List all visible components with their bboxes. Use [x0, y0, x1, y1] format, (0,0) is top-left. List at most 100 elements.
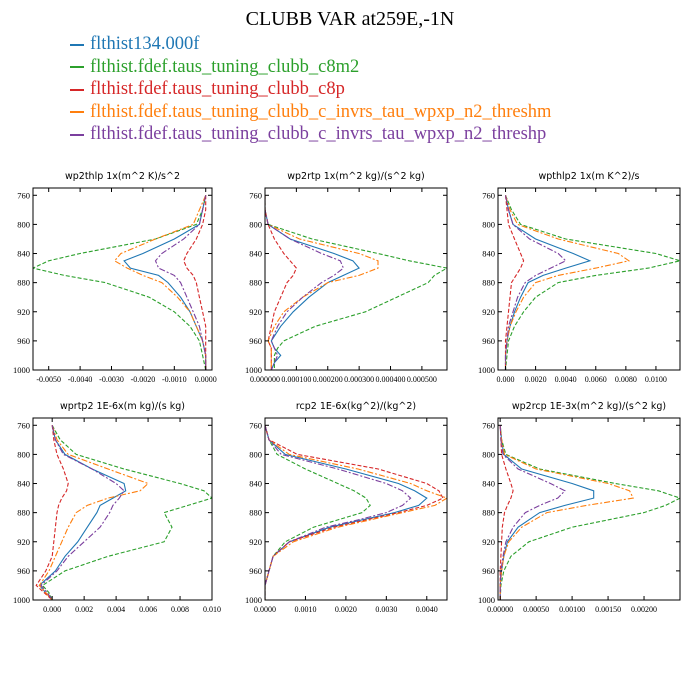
- x-tick-label: 0.0020: [525, 375, 547, 384]
- x-tick-label: 0.004: [107, 605, 125, 614]
- x-tick-label: 0.0100: [645, 375, 667, 384]
- x-tick-label: 0.00050: [523, 605, 549, 614]
- y-tick-label: 960: [482, 336, 495, 346]
- y-tick-label: 960: [482, 566, 495, 576]
- series-line: [113, 195, 207, 370]
- x-tick-label: 0.00200: [631, 605, 657, 614]
- y-tick-label: 1000: [13, 595, 30, 605]
- y-tick-label: 880: [17, 278, 30, 288]
- x-tick-label: 0.008: [171, 605, 189, 614]
- plot-frame: [32, 417, 213, 601]
- x-tick-label: 0.0000: [254, 605, 276, 614]
- chart-panel: rcp2 1E-6x(kg^2)/(kg^2) 760 800 840 880 920 96…: [245, 401, 448, 614]
- series-line: [265, 195, 360, 370]
- x-tick-label: 0.00000: [487, 605, 513, 614]
- legend-swatch: [70, 66, 84, 69]
- chart-panel: wp2rcp 1E-3x(m^2 kg)/(s^2 kg) 760 800 840 88…: [478, 401, 681, 614]
- chart-panel: wpthlp2 1x(m K^2)/s 760 800 840 880 920 960 100…: [478, 171, 681, 384]
- legend-label: flthist.fdef.taus_tuning_clubb_c_invrs_t…: [90, 124, 547, 144]
- y-tick-label: 840: [249, 479, 262, 489]
- x-tick-label: 0.00100: [559, 605, 585, 614]
- x-tick-label: 0.0040: [555, 375, 577, 384]
- plot-frame: [497, 187, 681, 371]
- y-tick-label: 800: [482, 219, 495, 229]
- y-tick-label: 760: [482, 190, 495, 200]
- panel-title: wp2rcp 1E-3x(m^2 kg)/(s^2 kg): [512, 401, 666, 412]
- series-line: [265, 195, 379, 370]
- chart-panel: wp2rtp 1x(m^2 kg)/(s^2 kg) 760 800 840 880 92…: [245, 171, 448, 384]
- x-tick-label: -0.0050: [36, 375, 61, 384]
- x-tick-label: 0.000500: [407, 375, 437, 384]
- panel-title: wprtp2 1E-6x(m kg)/(s kg): [60, 401, 185, 412]
- series-line: [265, 425, 444, 600]
- series-line: [504, 195, 525, 370]
- series-line: [38, 425, 150, 600]
- x-tick-label: 0.000: [497, 375, 515, 384]
- plot-frame: [32, 187, 213, 371]
- y-tick-label: 920: [249, 307, 262, 317]
- x-tick-label: 0.0010: [294, 605, 316, 614]
- series-line: [41, 425, 212, 600]
- y-tick-label: 960: [249, 566, 262, 576]
- series-line: [265, 425, 412, 600]
- x-tick-label: 0.00150: [595, 605, 621, 614]
- x-tick-label: -0.0040: [68, 375, 93, 384]
- legend: flthist134.000f flthist.fdef.taus_tuning…: [70, 33, 551, 146]
- x-tick-label: -0.0030: [99, 375, 124, 384]
- y-tick-label: 920: [249, 537, 262, 547]
- legend-swatch: [70, 111, 84, 114]
- x-tick-label: -0.0010: [162, 375, 187, 384]
- series-line: [504, 195, 592, 370]
- y-tick-label: 800: [482, 449, 495, 459]
- y-tick-label: 920: [17, 307, 30, 317]
- series-line: [154, 195, 207, 370]
- y-tick-label: 760: [17, 190, 30, 200]
- y-tick-label: 880: [482, 508, 495, 518]
- series-line: [504, 195, 631, 370]
- y-tick-label: 840: [482, 479, 495, 489]
- legend-item: flthist.fdef.taus_tuning_clubb_c_invrs_t…: [70, 123, 551, 146]
- y-tick-label: 840: [482, 249, 495, 259]
- plot-frame: [497, 417, 681, 601]
- series-line: [265, 425, 447, 600]
- x-tick-label: 0.006: [139, 605, 157, 614]
- page-title: CLUBB VAR at259E,-1N: [245, 8, 455, 30]
- x-tick-label: 0.0020: [335, 605, 357, 614]
- y-tick-label: 880: [249, 278, 262, 288]
- series-line: [504, 195, 680, 370]
- series-line: [499, 425, 680, 600]
- y-tick-label: 840: [249, 249, 262, 259]
- series-line: [38, 425, 127, 600]
- y-tick-label: 960: [17, 566, 30, 576]
- series-line: [499, 425, 514, 600]
- panel-title: wpthlp2 1x(m K^2)/s: [538, 171, 639, 182]
- series-line: [123, 195, 207, 370]
- y-tick-label: 800: [17, 449, 30, 459]
- y-tick-label: 920: [482, 307, 495, 317]
- y-tick-label: 760: [249, 420, 262, 430]
- y-tick-label: 840: [17, 249, 30, 259]
- series-line: [265, 425, 428, 600]
- legend-label: flthist.fdef.taus_tuning_clubb_c_invrs_t…: [90, 101, 552, 122]
- series-line: [504, 195, 567, 370]
- series-line: [265, 425, 371, 600]
- y-tick-label: 800: [249, 449, 262, 459]
- legend-label: flthist134.000f: [90, 34, 200, 54]
- y-tick-label: 760: [17, 420, 30, 430]
- x-tick-label: 0.010: [203, 605, 221, 614]
- x-tick-label: -0.0020: [131, 375, 156, 384]
- series-line: [265, 195, 447, 370]
- legend-item: flthist.fdef.taus_tuning_clubb_c8p: [70, 78, 551, 101]
- legend-label: flthist.fdef.taus_tuning_clubb_c8p: [90, 79, 345, 99]
- y-tick-label: 960: [249, 336, 262, 346]
- y-tick-label: 1000: [13, 365, 30, 375]
- x-tick-label: 0.000100: [281, 375, 311, 384]
- y-tick-label: 760: [482, 420, 495, 430]
- series-line: [33, 195, 207, 370]
- series-line: [40, 425, 125, 600]
- y-tick-label: 1000: [245, 365, 262, 375]
- chart-panel: wprtp2 1E-6x(m kg)/(s kg) 760 800 840 880 920…: [13, 401, 221, 614]
- y-tick-label: 880: [249, 508, 262, 518]
- y-tick-label: 960: [17, 336, 30, 346]
